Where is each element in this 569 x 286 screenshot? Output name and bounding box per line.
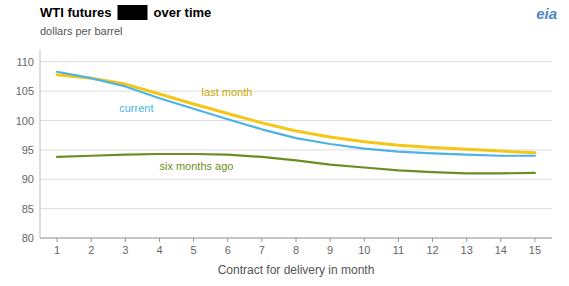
x-tick-label: 10: [358, 244, 370, 256]
series-label: six months ago: [159, 160, 233, 172]
x-tick: [91, 238, 92, 242]
y-tick-label: 100: [16, 115, 34, 127]
x-tick-label: 7: [259, 244, 265, 256]
y-tick-label: 80: [22, 232, 34, 244]
x-tick-label: 2: [88, 244, 94, 256]
x-tick-label: 12: [426, 244, 438, 256]
y-tick-label: 105: [16, 85, 34, 97]
x-tick: [500, 238, 501, 242]
annotation: eia: [536, 5, 557, 22]
grid-line: [40, 61, 552, 62]
series-line: [57, 75, 535, 153]
x-tick-label: 11: [393, 244, 404, 256]
x-tick: [227, 238, 228, 242]
series-label: last month: [202, 86, 253, 98]
x-tick: [193, 238, 194, 242]
x-tick-label: 15: [529, 244, 541, 256]
series-line: [57, 72, 535, 156]
y-tick-label: 95: [22, 144, 34, 156]
chart: WTI futures over time dollars per barrel ei…: [0, 0, 569, 286]
x-tick-label: 8: [293, 244, 299, 256]
x-axis-label: Contract for delivery in month: [218, 263, 375, 277]
title: over time: [154, 5, 212, 20]
x-tick-label: 9: [327, 244, 333, 256]
x-tick: [534, 238, 535, 242]
x-tick: [261, 238, 262, 242]
x-tick: [398, 238, 399, 242]
title: WTI futures: [40, 5, 112, 20]
x-tick-label: 4: [156, 244, 162, 256]
series-label: current: [119, 102, 153, 114]
y-tick-label: 90: [22, 173, 34, 185]
plot-area: [57, 72, 535, 174]
grid-line: [40, 208, 552, 209]
x-tick-label: 3: [122, 244, 128, 256]
x-tick: [159, 238, 160, 242]
redaction-box: [118, 5, 148, 20]
y-tick-label: 85: [22, 203, 34, 215]
x-tick: [364, 238, 365, 242]
grid-line: [40, 179, 552, 180]
x-tick: [57, 238, 58, 242]
x-tick: [466, 238, 467, 242]
x-tick-label: 6: [225, 244, 231, 256]
x-tick-label: 13: [461, 244, 473, 256]
x-tick: [432, 238, 433, 242]
grid-line: [40, 120, 552, 121]
grid-line: [40, 91, 552, 92]
y-axis-line: [40, 50, 41, 238]
x-tick-label: 5: [191, 244, 197, 256]
x-tick: [125, 238, 126, 242]
x-tick-label: 14: [495, 244, 507, 256]
y-tick-label: 110: [16, 56, 34, 68]
series-line: [57, 154, 535, 173]
x-tick: [296, 238, 297, 242]
x-tick-label: 1: [54, 244, 60, 256]
x-tick: [330, 238, 331, 242]
subtitle: dollars per barrel: [40, 25, 123, 37]
